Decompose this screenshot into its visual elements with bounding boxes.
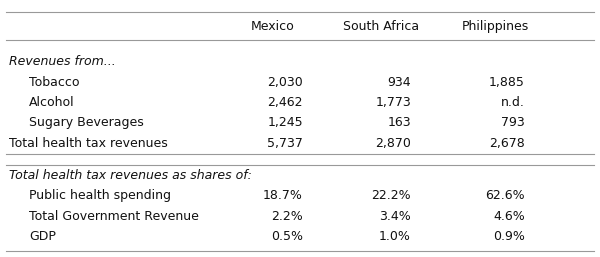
Text: 163: 163 — [388, 116, 411, 130]
Text: Mexico: Mexico — [251, 21, 295, 33]
Text: 22.2%: 22.2% — [371, 189, 411, 202]
Text: 0.5%: 0.5% — [271, 230, 303, 243]
Text: 5,737: 5,737 — [267, 137, 303, 150]
Text: 1,773: 1,773 — [375, 96, 411, 109]
Text: Tobacco: Tobacco — [29, 76, 79, 89]
Text: n.d.: n.d. — [501, 96, 525, 109]
Text: Philippines: Philippines — [461, 21, 529, 33]
Text: 793: 793 — [501, 116, 525, 130]
Text: 0.9%: 0.9% — [493, 230, 525, 243]
Text: Public health spending: Public health spending — [29, 189, 171, 202]
Text: 3.4%: 3.4% — [379, 209, 411, 223]
Text: 2,870: 2,870 — [375, 137, 411, 150]
Text: Sugary Beverages: Sugary Beverages — [29, 116, 143, 130]
Text: 18.7%: 18.7% — [263, 189, 303, 202]
Text: Revenues from...: Revenues from... — [9, 55, 116, 68]
Text: 2,678: 2,678 — [489, 137, 525, 150]
Text: Alcohol: Alcohol — [29, 96, 74, 109]
Text: 1,885: 1,885 — [489, 76, 525, 89]
Text: 2,462: 2,462 — [268, 96, 303, 109]
Text: Total Government Revenue: Total Government Revenue — [29, 209, 199, 223]
Text: 62.6%: 62.6% — [485, 189, 525, 202]
Text: 2,030: 2,030 — [267, 76, 303, 89]
Text: South Africa: South Africa — [343, 21, 419, 33]
Text: 1,245: 1,245 — [268, 116, 303, 130]
Text: 934: 934 — [388, 76, 411, 89]
Text: Total health tax revenues as shares of:: Total health tax revenues as shares of: — [9, 169, 252, 182]
Text: Total health tax revenues: Total health tax revenues — [9, 137, 168, 150]
Text: 2.2%: 2.2% — [271, 209, 303, 223]
Text: GDP: GDP — [29, 230, 56, 243]
Text: 1.0%: 1.0% — [379, 230, 411, 243]
Text: 4.6%: 4.6% — [493, 209, 525, 223]
